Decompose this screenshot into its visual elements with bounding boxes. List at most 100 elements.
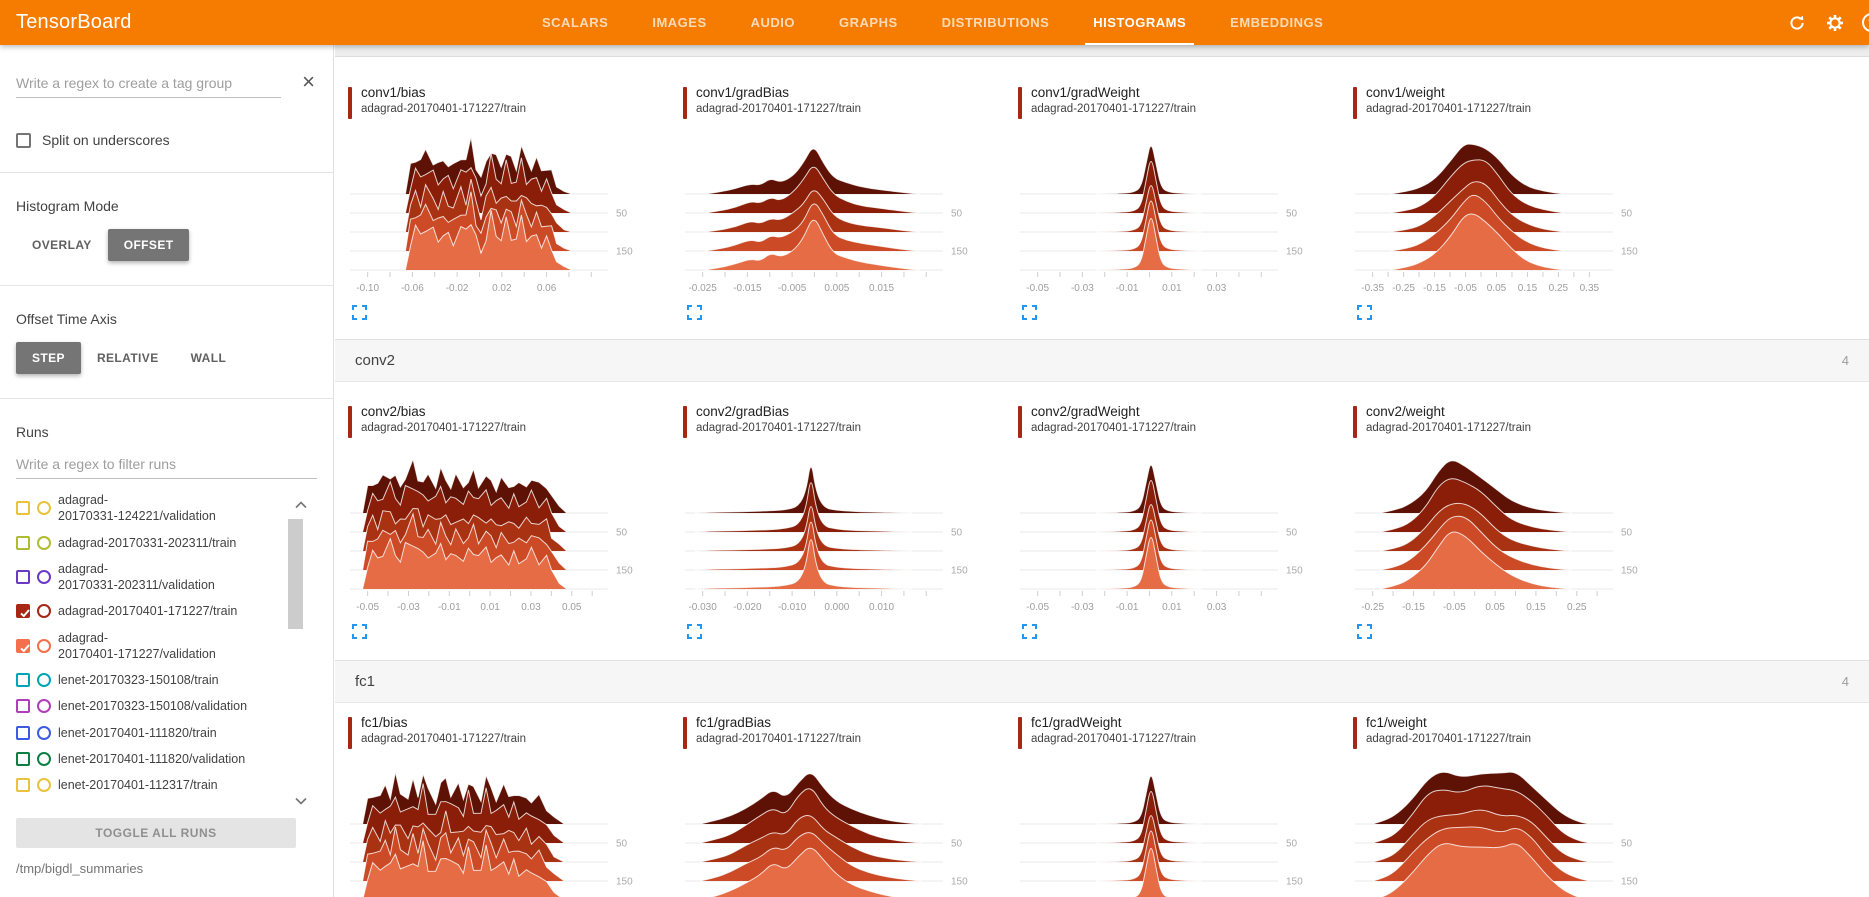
tag-regex-input[interactable] [16,71,281,98]
run-radio[interactable] [37,570,51,584]
run-radio[interactable] [37,673,51,688]
card-titles: conv2/bias adagrad-20170401-171227/train [361,404,526,438]
tab-graphs[interactable]: GRAPHS [839,15,898,30]
run-checkbox[interactable] [16,638,30,653]
card-titles: conv1/bias adagrad-20170401-171227/train [361,85,526,119]
expand-icon[interactable] [1357,624,1688,640]
runs-title: Runs [16,424,49,440]
histogram-card: conv1/gradWeight adagrad-20170401-171227/… [1018,85,1353,321]
run-item[interactable]: lenet-20170401-112317/train [16,772,316,798]
run-item[interactable]: lenet-20170401-111820/validation [16,746,316,772]
run-radio[interactable] [37,638,51,653]
histogram-plot[interactable]: 50 150 [1355,762,1647,897]
run-checkbox[interactable] [16,570,30,584]
run-radio[interactable] [37,751,51,766]
run-item[interactable]: adagrad- 20170331-124221/validation [16,487,316,530]
histogram-plot[interactable]: 50 150 -0.025 -0.015 -0.005 0.005 0.015 [685,132,977,298]
histogram-mode-overlay-button[interactable]: OVERLAY [16,229,108,261]
run-radio[interactable] [37,604,51,619]
run-label: adagrad- 20170401-171227/validation [58,630,216,661]
toggle-all-runs-button[interactable]: TOGGLE ALL RUNS [16,818,296,848]
x-axis-tick-label: -0.025 [688,283,717,294]
tab-histograms[interactable]: HISTOGRAMS [1071,0,1208,45]
run-label: lenet-20170401-111820/validation [58,751,246,766]
offset-axis-step-button[interactable]: STEP [16,342,81,374]
section-header-fc1[interactable]: fc1 4 [335,660,1869,703]
run-radio[interactable] [37,699,51,714]
tab-embeddings[interactable]: EMBEDDINGS [1230,15,1324,30]
x-axis-tick-label: -0.005 [778,283,807,294]
settings-gear-icon[interactable] [1824,12,1846,34]
expand-icon[interactable] [687,305,1018,321]
run-checkbox[interactable] [16,535,30,550]
refresh-icon[interactable] [1786,12,1808,34]
expand-icon[interactable] [352,305,683,321]
histogram-plot[interactable]: 50 150 -0.05 -0.03 -0.01 0.01 0.03 [1020,132,1312,298]
card-header: conv1/bias adagrad-20170401-171227/train [348,85,683,119]
histogram-plot[interactable]: 50 150 -0.35 -0.25 -0.15 -0.05 0.05 0.15 0.25 0.3… [1355,132,1647,298]
x-axis-tick-label: 0.03 [1207,602,1227,613]
tab-audio[interactable]: AUDIO [750,15,796,30]
runs-scrollbar-thumb[interactable] [288,519,303,629]
run-checkbox[interactable] [16,604,30,619]
run-item[interactable]: lenet-20170323-150108/validation [16,693,316,719]
x-axis-tick-label: 0.06 [537,283,557,294]
run-checkbox[interactable] [16,778,30,793]
histogram-plot[interactable]: 50 150 -0.030 -0.020 -0.010 0.000 0.010 [685,451,977,617]
expand-icon[interactable] [1022,305,1353,321]
run-checkbox[interactable] [16,725,30,740]
x-axis-tick-label: -0.05 [1026,602,1049,613]
runs-regex-input[interactable] [16,452,317,479]
expand-icon[interactable] [687,624,1018,640]
expand-icon[interactable] [1022,624,1353,640]
run-item[interactable]: lenet-20170323-150108/train [16,667,316,693]
scroll-down-icon[interactable] [293,793,309,805]
step-axis-label: 150 [616,877,633,888]
scroll-up-icon[interactable] [293,497,309,509]
offset-axis-relative-button[interactable]: RELATIVE [81,342,175,374]
dashboard-tabs: SCALARS IMAGES AUDIO GRAPHS DISTRIBUTIONS HIS… [520,0,1345,45]
chart-run-subtitle: adagrad-20170401-171227/train [361,422,526,434]
x-axis-tick-label: -0.02 [446,283,469,294]
run-checkbox[interactable] [16,673,30,688]
x-axis-tick-label: 0.25 [1567,602,1587,613]
histogram-plot[interactable]: 50 150 -0.25 -0.15 -0.05 0.05 0.15 0.25 [1355,451,1647,617]
tab-distributions[interactable]: DISTRIBUTIONS [941,15,1050,30]
run-item[interactable]: adagrad- 20170331-202311/validation [16,556,316,599]
offset-axis-wall-button[interactable]: WALL [175,342,243,374]
run-checkbox[interactable] [16,751,30,766]
step-axis-label: 50 [951,839,963,850]
offset-time-axis-options: STEP RELATIVE WALL [16,342,323,374]
section-header-conv2[interactable]: conv2 4 [335,339,1869,382]
histogram-plot[interactable]: 50 150 [685,762,977,897]
run-checkbox[interactable] [16,501,30,516]
chart-tag-title: conv2/weight [1366,404,1445,419]
x-axis-tick-label: 0.010 [869,602,894,613]
card-header: fc1/gradBias adagrad-20170401-171227/trai… [683,715,1018,749]
histogram-plot[interactable]: 50 150 -0.05 -0.03 -0.01 0.01 0.03 [1020,451,1312,617]
run-radio[interactable] [37,778,51,793]
run-item[interactable]: adagrad-20170401-171227/train [16,598,316,624]
run-item[interactable]: adagrad- 20170401-171227/validation [16,625,316,668]
x-axis-tick-label: -0.01 [1116,283,1139,294]
histogram-plot[interactable]: 50 150 -0.05 -0.03 -0.01 0.01 0.03 0.05 [350,451,642,617]
expand-icon[interactable] [1357,305,1688,321]
tab-scalars[interactable]: SCALARS [542,15,609,30]
histogram-mode-offset-button[interactable]: OFFSET [107,229,190,261]
run-radio[interactable] [37,535,51,550]
histogram-plot[interactable]: 50 150 -0.10 -0.06 -0.02 0.02 0.06 [350,132,642,298]
histogram-plot[interactable]: 50 150 [1020,762,1312,897]
expand-icon[interactable] [352,624,683,640]
run-item[interactable]: lenet-20170401-111820/train [16,720,316,746]
run-radio[interactable] [37,725,51,740]
run-item[interactable]: adagrad-20170331-202311/train [16,530,316,556]
close-icon[interactable]: × [302,69,315,94]
run-checkbox[interactable] [16,699,30,714]
help-icon[interactable]: ? [1862,13,1869,32]
split-underscores-checkbox[interactable] [16,132,31,148]
tab-images[interactable]: IMAGES [652,15,707,30]
split-underscores-label: Split on underscores [42,132,170,148]
run-radio[interactable] [37,501,51,516]
histogram-plot[interactable]: 50 150 [350,762,642,897]
histogram-card: fc1/weight adagrad-20170401-171227/train 5… [1353,715,1688,897]
